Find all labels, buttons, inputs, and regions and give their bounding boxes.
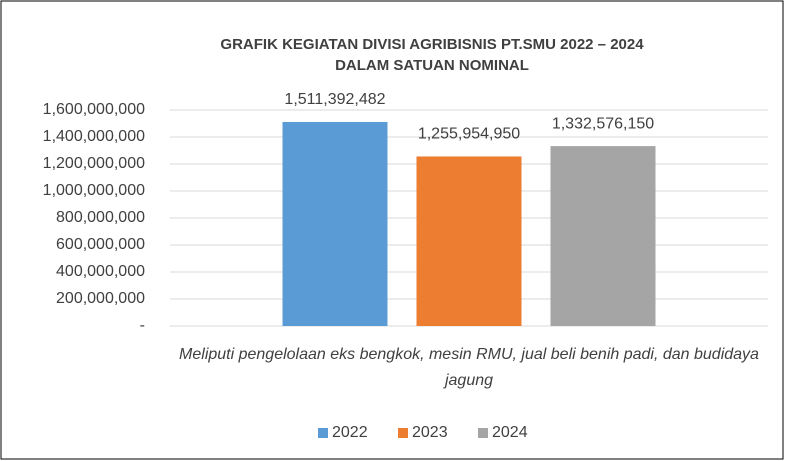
data-label: 1,255,954,950 xyxy=(418,126,520,143)
legend-swatch xyxy=(478,428,488,438)
data-label: 1,511,392,482 xyxy=(284,91,385,108)
y-tick-label: - xyxy=(140,317,145,334)
bar xyxy=(550,146,656,326)
y-tick-label: 400,000,000 xyxy=(56,263,145,280)
x-tick-label: Meliputi pengelolaan eks bengkok, mesin … xyxy=(179,346,759,389)
legend-label: 2023 xyxy=(412,424,448,441)
y-tick-label: 200,000,000 xyxy=(56,290,145,307)
y-tick-label: 1,000,000,000 xyxy=(43,182,145,199)
data-label: 1,332,576,150 xyxy=(552,115,654,132)
chart-subtitle: DALAM SATUAN NOMINAL xyxy=(335,57,529,74)
y-tick-label: 1,200,000,000 xyxy=(43,155,145,172)
legend-swatch xyxy=(318,428,328,438)
y-tick-label: 1,400,000,000 xyxy=(43,128,145,145)
y-tick-label: 1,600,000,000 xyxy=(43,101,145,118)
y-tick-label: 800,000,000 xyxy=(56,209,145,226)
legend-label: 2024 xyxy=(492,424,528,441)
y-tick-label: 600,000,000 xyxy=(56,236,145,253)
legend-label: 2022 xyxy=(332,424,368,441)
chart-title: GRAFIK KEGIATAN DIVISI AGRIBISNIS PT.SMU… xyxy=(220,36,644,53)
legend-swatch xyxy=(398,428,408,438)
bar xyxy=(416,156,522,326)
bar xyxy=(282,121,388,327)
